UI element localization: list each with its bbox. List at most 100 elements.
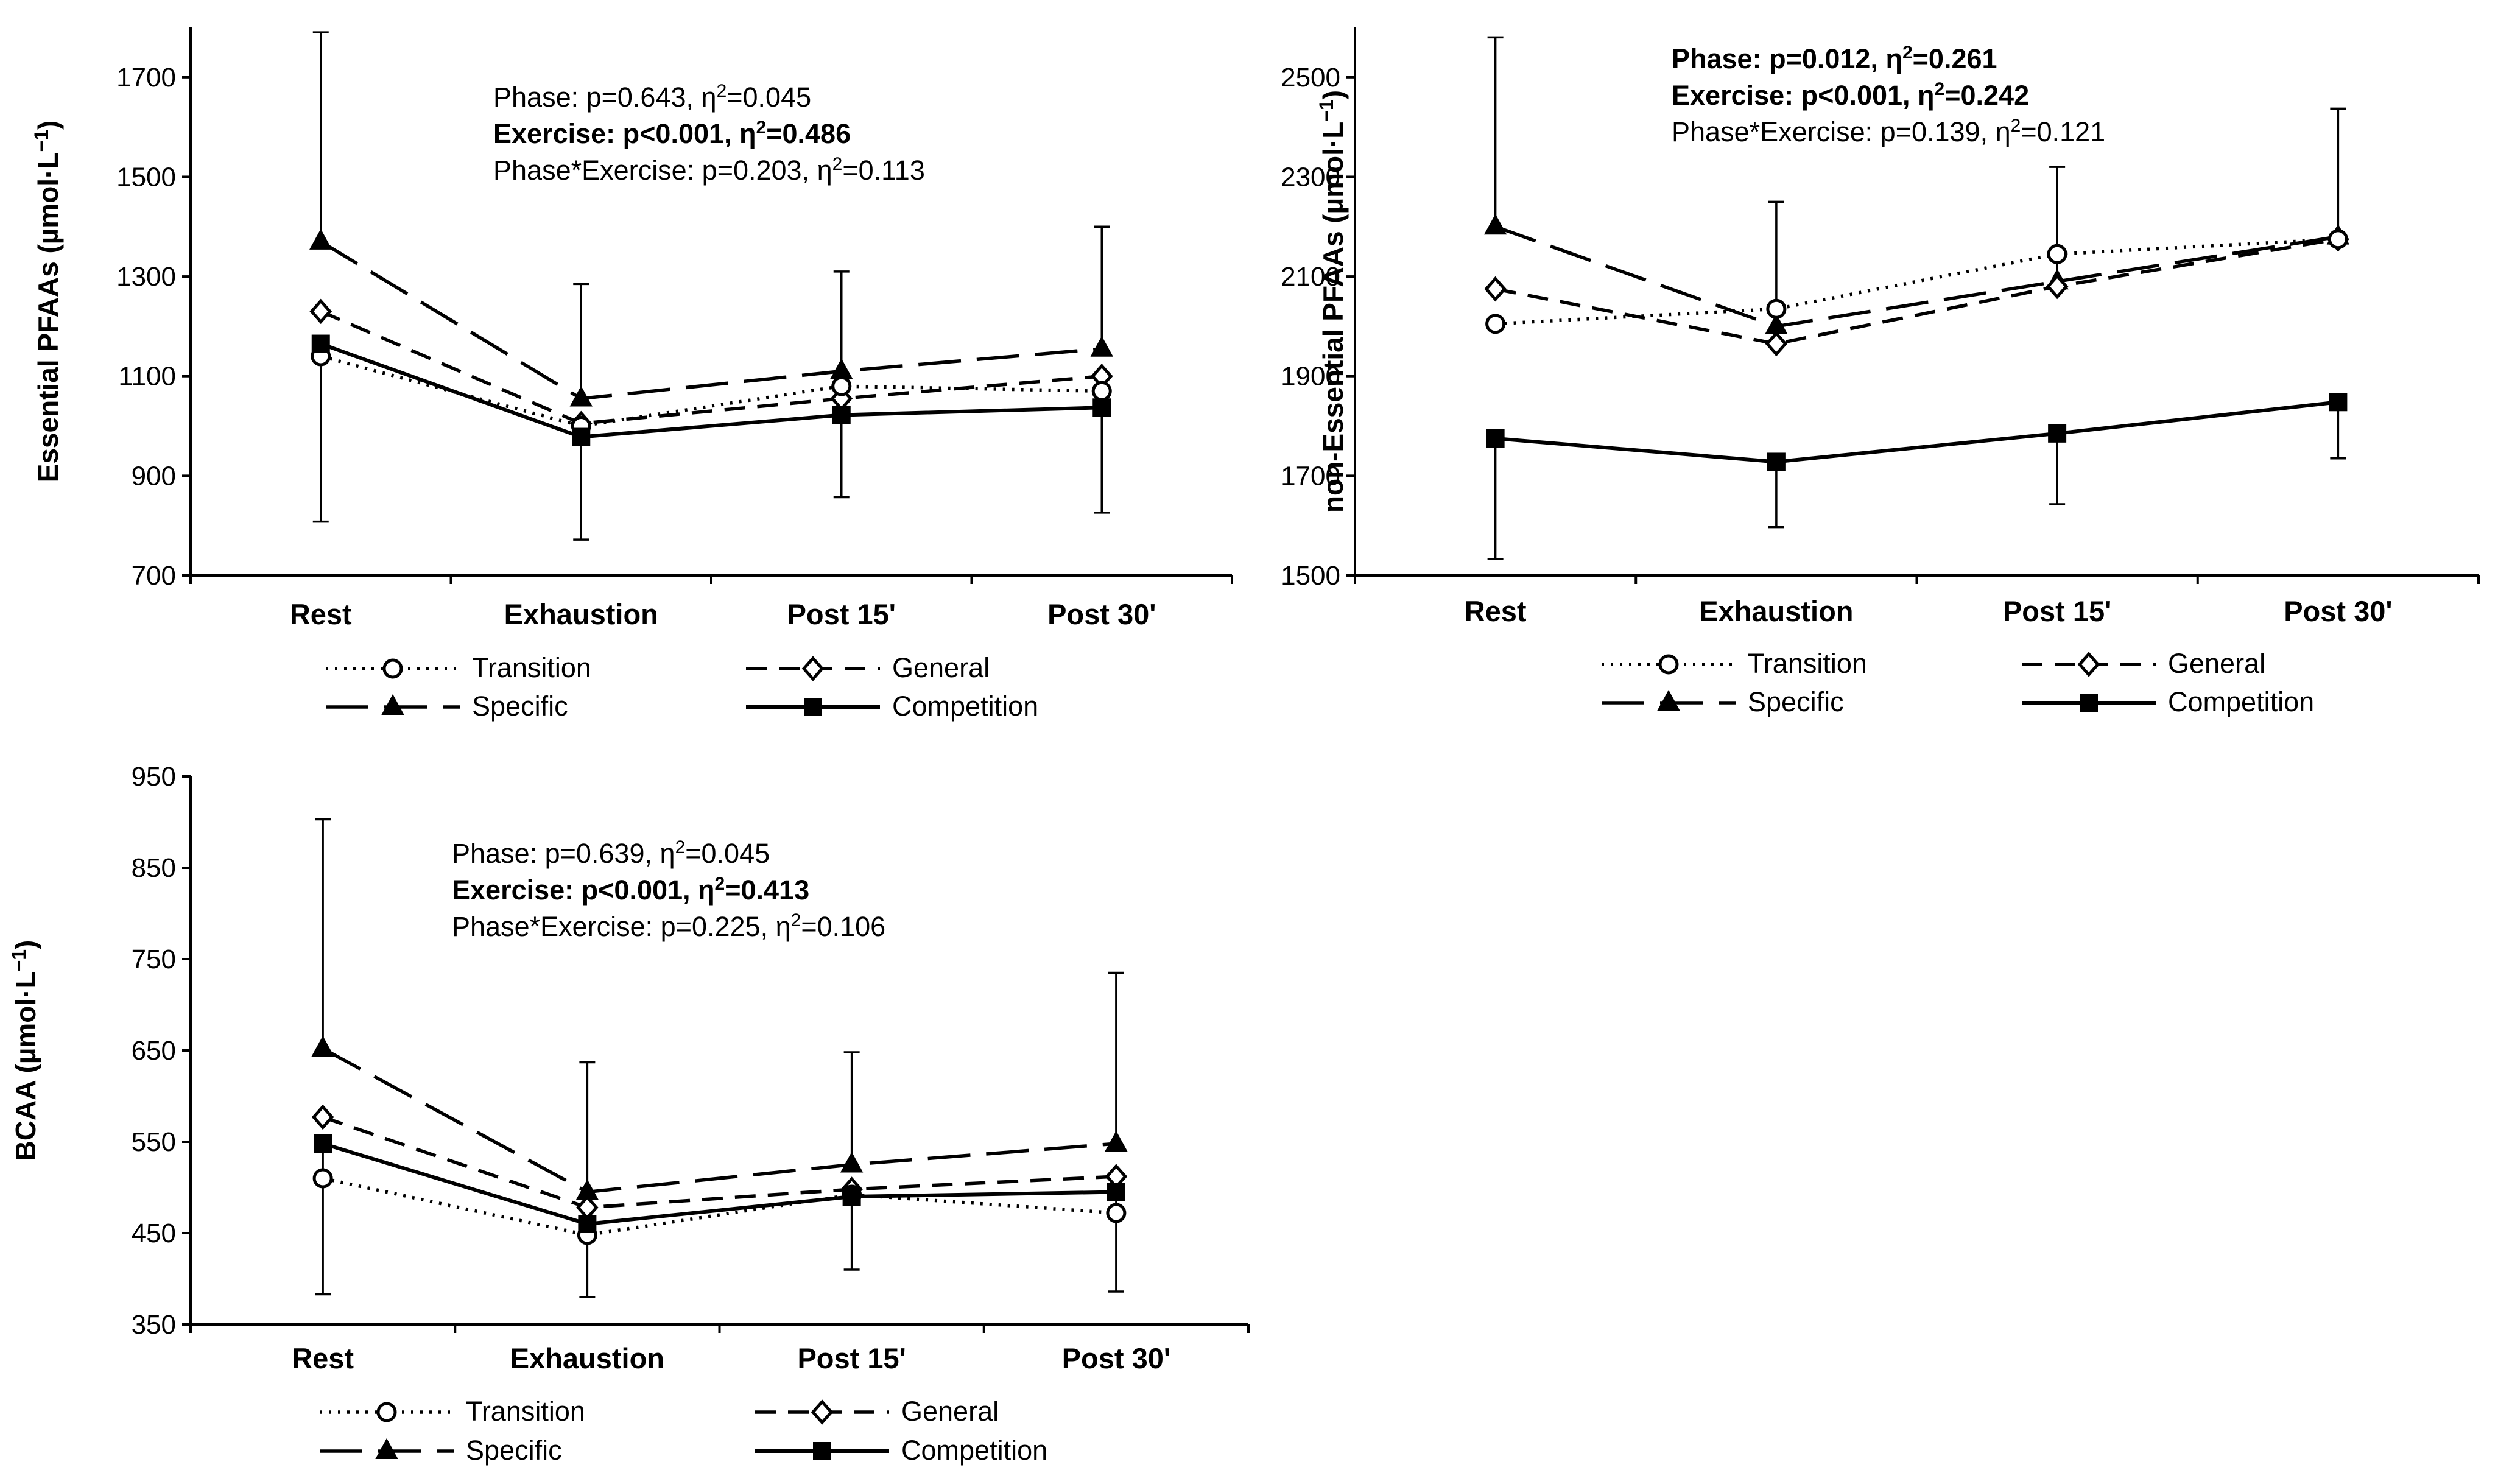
category-label: Post 15' [2003,595,2111,627]
annotation-sup: 2 [1902,43,1913,63]
y-axis-title: BCAA (µmol·L−1) [8,940,41,1161]
data-point-transition [1106,1203,1127,1223]
series-line-general [1495,237,2338,346]
legend-label-general: General [901,1396,999,1427]
y-tick-label: 650 [132,1036,176,1066]
data-point-competition [311,334,330,353]
data-point-competition [572,427,591,446]
stats-annotation: Phase: p=0.643, η2=0.045 [493,81,811,113]
series-line-competition [320,342,1102,439]
data-point-general [576,1195,599,1220]
annotation-sup: 2 [717,81,727,101]
series-line-specific [320,240,1102,401]
y-axis-title: Essential PFAAs (µmol·L−1) [30,121,64,483]
data-point-transition [1485,314,1506,334]
chart-panel-1: 700 900 1100 1300 1500 1700 Rest Exhaustion Post… [30,27,1233,722]
y-axis-title-end: ) [1317,90,1349,99]
category-label: Post 15' [787,598,896,630]
data-point-general [309,298,332,325]
data-point-specific [1483,214,1507,235]
y-tick-label: 2500 [1281,63,1340,93]
data-point-competition [2048,424,2067,443]
legend-marker-general [801,656,825,681]
legend: Transition General Specific Competition [326,652,1038,722]
stats-annotation: Exercise: p<0.001, η2=0.413 [452,874,809,906]
category-label: Post 30' [1062,1342,1170,1374]
y-tick-label: 1300 [116,262,176,292]
category-label: Rest [292,1342,354,1374]
annotation-sup: 2 [1935,79,1945,99]
legend-marker-specific [375,1438,398,1459]
series-line-transition [322,1176,1117,1237]
series-line-competition [322,1142,1116,1226]
annotation-text: Phase*Exercise: p=0.225, η [452,911,791,942]
data-point-competition [1767,452,1786,471]
stats-annotation: Phase*Exercise: p=0.203, η2=0.113 [493,154,925,186]
legend-marker-competition [813,1442,831,1460]
y-axis-title: non-Essential PFAAs (µmol·L−1) [1315,90,1349,513]
data-point-competition [2329,393,2348,412]
data-point-competition [1486,429,1505,448]
y-tick-label: 1700 [116,63,176,93]
legend-marker-specific [1657,689,1680,711]
series-line-competition [1495,400,2338,464]
series-line-specific [1494,225,2338,328]
y-tick-label: 450 [132,1218,176,1248]
category-label: Rest [290,598,352,630]
data-point-transition [2327,229,2348,250]
category-label: Exhaustion [1699,595,1853,627]
legend-label-specific: Specific [1748,686,1844,717]
y-axis-title-sup: −1 [30,130,52,152]
annotation-value: =0.045 [685,838,770,869]
y-tick-label: 2100 [1281,262,1340,292]
legend-marker-general [2077,652,2100,677]
legend-label-competition: Competition [901,1435,1047,1466]
y-axis-title-main: Essential PFAAs (µmol·L [32,152,64,482]
data-point-general [311,1104,334,1130]
legend-label-transition: Transition [472,652,591,683]
annotation-text: Phase*Exercise: p=0.139, η [1672,116,2011,147]
data-point-specific [309,228,332,250]
y-tick-label: 750 [132,944,176,974]
annotation-text: Phase: p=0.639, η [452,838,675,869]
series-line-specific [322,1047,1117,1194]
y-tick-label: 550 [132,1127,176,1157]
y-tick-label: 1500 [116,162,176,192]
category-label: Rest [1465,595,1527,627]
stats-annotation: Exercise: p<0.001, η2=0.486 [493,118,851,149]
stats-annotation: Phase: p=0.012, η2=0.261 [1672,43,1997,74]
y-tick-label: 350 [132,1310,176,1340]
legend-marker-transition [1658,654,1679,675]
data-point-competition [314,1134,332,1153]
data-point-specific [1105,1130,1128,1152]
legend-label-specific: Specific [466,1435,562,1466]
chart-panel-2: 1500 1700 1900 2100 2300 2500 Rest Exhaustion Po… [1281,27,2480,717]
legend-marker-transition [382,658,403,679]
data-point-competition [1107,1183,1125,1201]
y-tick-label: 950 [132,762,176,792]
data-point-competition [832,406,851,424]
y-axis-title-end: ) [32,121,64,130]
data-point-specific [830,358,853,379]
annotation-text: Phase: p=0.643, η [493,82,717,113]
data-point-competition [1092,398,1111,417]
chart-panel-3: 350 450 550 650 750 850 950 Rest Exhaustion Post … [8,762,1250,1466]
annotation-text: Phase*Exercise: p=0.203, η [493,155,832,186]
y-tick-label: 1900 [1281,362,1340,392]
legend-marker-general [811,1399,834,1425]
y-tick-label: 1700 [1281,461,1340,491]
series-line-general [320,309,1102,426]
data-point-transition [2047,244,2067,264]
y-axis-title-sup: −1 [8,949,30,971]
y-tick-label: 900 [132,461,176,491]
annotation-text: Exercise: p<0.001, η [493,118,756,149]
annotation-value: =0.486 [766,118,851,149]
legend-marker-specific [381,694,404,715]
category-label: Exhaustion [510,1342,664,1374]
legend-label-transition: Transition [1748,648,1867,679]
series-line-transition [320,354,1102,428]
data-point-general [1765,331,1788,357]
category-label: Post 30' [2284,595,2392,627]
annotation-text: Phase: p=0.012, η [1672,43,1902,74]
category-label: Exhaustion [504,598,658,630]
